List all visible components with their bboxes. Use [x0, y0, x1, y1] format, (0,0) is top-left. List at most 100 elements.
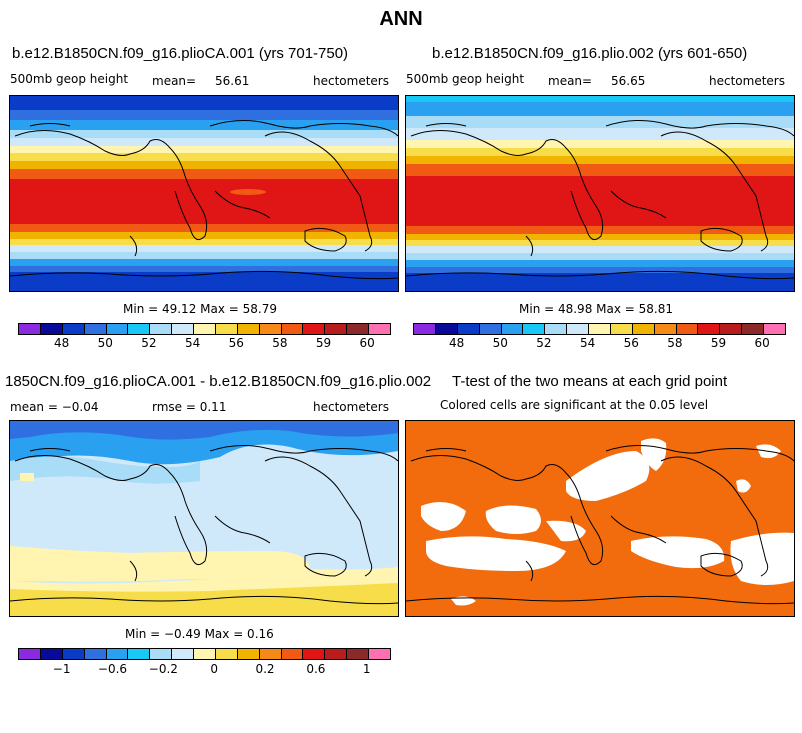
colorbar-swatch	[347, 649, 369, 659]
colorbar-swatch	[40, 324, 63, 334]
colorbar-label: 56	[228, 336, 244, 350]
colorbar-swatch	[150, 324, 173, 334]
colorbar-swatch	[457, 324, 480, 334]
panel3-units: hectometers	[313, 400, 389, 414]
colorbar-swatch	[414, 324, 436, 334]
panel2-mean-value: 56.65	[611, 74, 646, 88]
colorbar-swatch	[215, 649, 238, 659]
colorbar-label: 54	[579, 336, 596, 350]
colorbar-swatch	[40, 649, 63, 659]
panel1-minmax: Min = 49.12 Max = 58.79	[123, 302, 277, 316]
colorbar-swatch	[172, 324, 194, 334]
colorbar-swatch	[19, 649, 41, 659]
panel1-colorbar-labels: 48 50 52 54 56 58 59 60	[18, 336, 389, 350]
colorbar-swatch	[479, 324, 502, 334]
colorbar-swatch	[106, 324, 129, 334]
panel2-minmax: Min = 48.98 Max = 58.81	[519, 302, 673, 316]
colorbar-swatch	[84, 649, 107, 659]
colorbar-swatch	[325, 324, 348, 334]
colorbar-swatch	[742, 324, 764, 334]
panel2-title: b.e12.B1850CN.f09_g16.plio.002 (yrs 601-…	[432, 45, 748, 62]
panel2-map	[405, 95, 795, 292]
colorbar-swatch	[194, 324, 216, 334]
colorbar-label: 50	[492, 336, 508, 350]
colorbar-label: 52	[536, 336, 552, 350]
colorbar-swatch	[347, 324, 369, 334]
colorbar-swatch	[632, 324, 655, 334]
colorbar-label: 48	[54, 336, 70, 350]
colorbar-label: 1	[362, 662, 371, 676]
colorbar-swatch	[172, 649, 194, 659]
colorbar-swatch	[654, 324, 677, 334]
colorbar-swatch	[62, 649, 85, 659]
panel3-map	[9, 420, 399, 617]
colorbar-swatch	[62, 324, 85, 334]
panel2-colorbar-labels: 48 50 52 54 56 58 59 60	[413, 336, 784, 350]
colorbar-swatch	[567, 324, 589, 334]
panel3-colorbar-labels: −1 −0.6 −0.2 0 0.2 0.6 1	[18, 662, 389, 676]
colorbar-label: 0.2	[255, 662, 275, 676]
colorbar-label: 0	[210, 662, 219, 676]
colorbar-swatch	[194, 649, 216, 659]
panel1-title: b.e12.B1850CN.f09_g16.plioCA.001 (yrs 70…	[12, 45, 349, 62]
colorbar-swatch	[215, 324, 238, 334]
panel2-mean-label: mean=	[548, 74, 593, 88]
colorbar-swatch	[84, 324, 107, 334]
colorbar-swatch	[698, 324, 721, 334]
panel3-colorbar	[18, 648, 391, 660]
colorbar-label: 54	[184, 336, 201, 350]
colorbar-label: 60	[359, 336, 375, 350]
colorbar-swatch	[128, 324, 151, 334]
colorbar-swatch	[303, 649, 326, 659]
panel3-mean: mean = −0.04	[10, 400, 99, 414]
colorbar-swatch	[150, 649, 173, 659]
colorbar-swatch	[369, 649, 390, 659]
colorbar-swatch	[523, 324, 546, 334]
colorbar-swatch	[720, 324, 743, 334]
colorbar-swatch	[589, 324, 611, 334]
colorbar-swatch	[128, 649, 151, 659]
panel1-colorbar	[18, 323, 391, 335]
panel1-mean-value: 56.61	[215, 74, 250, 88]
colorbar-swatch	[610, 324, 633, 334]
panel1-units: hectometers	[313, 74, 389, 88]
colorbar-swatch	[237, 324, 260, 334]
colorbar-swatch	[545, 324, 568, 334]
colorbar-swatch	[106, 649, 129, 659]
colorbar-swatch	[325, 649, 348, 659]
colorbar-swatch	[676, 324, 699, 334]
colorbar-label: −0.2	[148, 662, 178, 676]
colorbar-label: 58	[272, 336, 288, 350]
colorbar-swatch	[259, 649, 282, 659]
colorbar-label: −1	[52, 662, 71, 676]
colorbar-label: 0.6	[306, 662, 326, 676]
panel4-title: T-test of the two means at each grid poi…	[452, 373, 728, 390]
colorbar-swatch	[435, 324, 458, 334]
colorbar-swatch	[259, 324, 282, 334]
panel3-rmse: rmse = 0.11	[152, 400, 227, 414]
colorbar-swatch	[303, 324, 326, 334]
colorbar-swatch	[501, 324, 524, 334]
colorbar-label: 60	[754, 336, 770, 350]
panel1-variable: 500mb geop height	[10, 72, 129, 86]
panel1-mean-label: mean=	[152, 74, 197, 88]
colorbar-label: 50	[97, 336, 113, 350]
panel2-variable: 500mb geop height	[406, 72, 525, 86]
colorbar-swatch	[281, 649, 304, 659]
panel4-map	[405, 420, 795, 617]
colorbar-label: 56	[623, 336, 639, 350]
panel2-colorbar	[413, 323, 786, 335]
panel4-subtitle: Colored cells are significant at the 0.0…	[440, 398, 709, 412]
colorbar-label: 52	[141, 336, 157, 350]
colorbar-label: 58	[667, 336, 683, 350]
colorbar-swatch	[281, 324, 304, 334]
panel2-units: hectometers	[709, 74, 785, 88]
colorbar-swatch	[369, 324, 390, 334]
colorbar-label: 59	[710, 336, 727, 350]
colorbar-swatch	[237, 649, 260, 659]
colorbar-label: 48	[449, 336, 465, 350]
panel1-map	[9, 95, 399, 292]
panel3-title: 1850CN.f09_g16.plioCA.001 - b.e12.B1850C…	[5, 373, 432, 390]
panel3-minmax: Min = −0.49 Max = 0.16	[125, 627, 274, 641]
colorbar-label: −0.6	[97, 662, 128, 676]
